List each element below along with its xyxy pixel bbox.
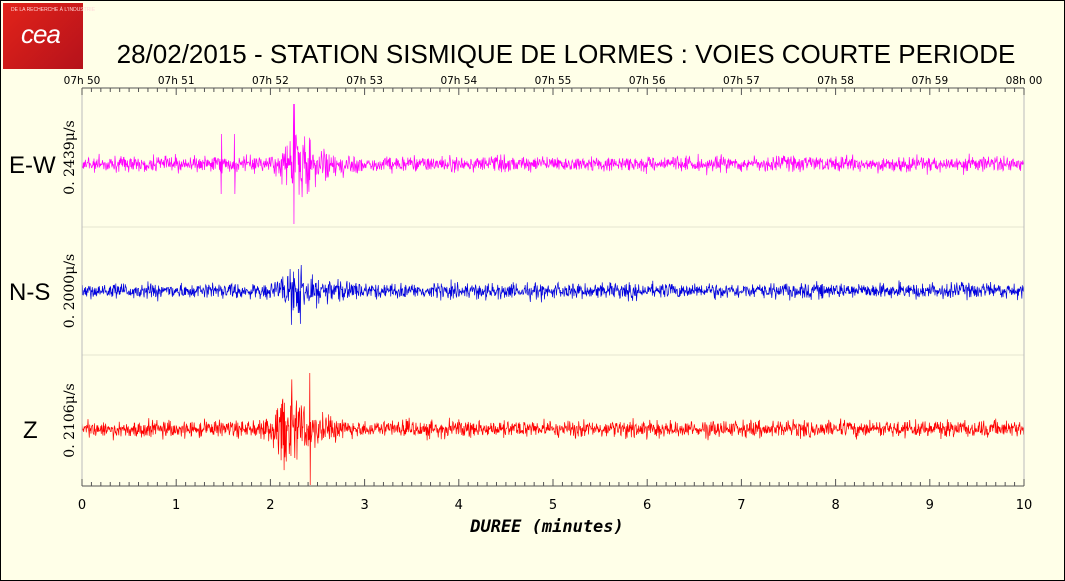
labels: 07h 50 07h 51 07h 52 07h 53 07h 54 07h 55 07h … — [9, 75, 1042, 513]
traces — [81, 103, 1025, 486]
axes — [81, 87, 1025, 487]
top-time-tick-label: 07h 52 — [252, 75, 289, 87]
x-tick-label: 10 — [1016, 498, 1033, 513]
top-time-tick-label: 07h 53 — [346, 75, 383, 87]
top-time-tick-label: 07h 51 — [158, 75, 195, 87]
logo-tagline: DE LA RECHERCHE À L'INDUSTRIE — [11, 7, 96, 13]
x-tick-label: 4 — [455, 498, 463, 513]
x-tick-label: 2 — [266, 498, 274, 513]
trace-z — [81, 372, 1025, 486]
x-tick-label: 7 — [737, 498, 745, 513]
amplitude-label: 0. 2000μ/s — [62, 254, 78, 328]
trace-ew — [81, 103, 1025, 225]
trace-ns — [81, 265, 1025, 325]
x-tick-label: 8 — [831, 498, 839, 513]
top-time-tick-label: 07h 55 — [535, 75, 572, 87]
x-tick-label: 0 — [78, 498, 86, 513]
top-time-tick-label: 07h 57 — [723, 75, 760, 87]
channel-label: N-S — [9, 279, 50, 306]
channel-label: E-W — [9, 152, 56, 179]
amplitude-label: 0. 2106μ/s — [62, 383, 78, 457]
x-tick-label: 5 — [549, 498, 557, 513]
logo-text: cea — [21, 19, 61, 49]
top-time-tick-label: 07h 58 — [817, 75, 854, 87]
chart-title: 28/02/2015 - STATION SISMIQUE DE LORMES … — [116, 39, 1016, 69]
x-tick-label: 3 — [360, 498, 368, 513]
top-time-tick-label: 07h 59 — [911, 75, 948, 87]
channel-label: Z — [23, 417, 38, 444]
cea-logo: DE LA RECHERCHE À L'INDUSTRIE cea — [3, 3, 95, 69]
top-time-tick-label: 07h 54 — [440, 75, 477, 87]
top-time-tick-label: 07h 50 — [64, 75, 101, 87]
amplitude-label: 0. 2439μ/s — [62, 120, 78, 194]
x-axis-label: DUREE (minutes) — [469, 517, 624, 537]
top-time-tick-label: 07h 56 — [629, 75, 666, 87]
x-tick-label: 6 — [643, 498, 651, 513]
x-tick-label: 1 — [172, 498, 180, 513]
x-tick-label: 9 — [926, 498, 934, 513]
top-time-tick-label: 08h 00 — [1006, 75, 1043, 87]
grid — [82, 226, 1024, 356]
